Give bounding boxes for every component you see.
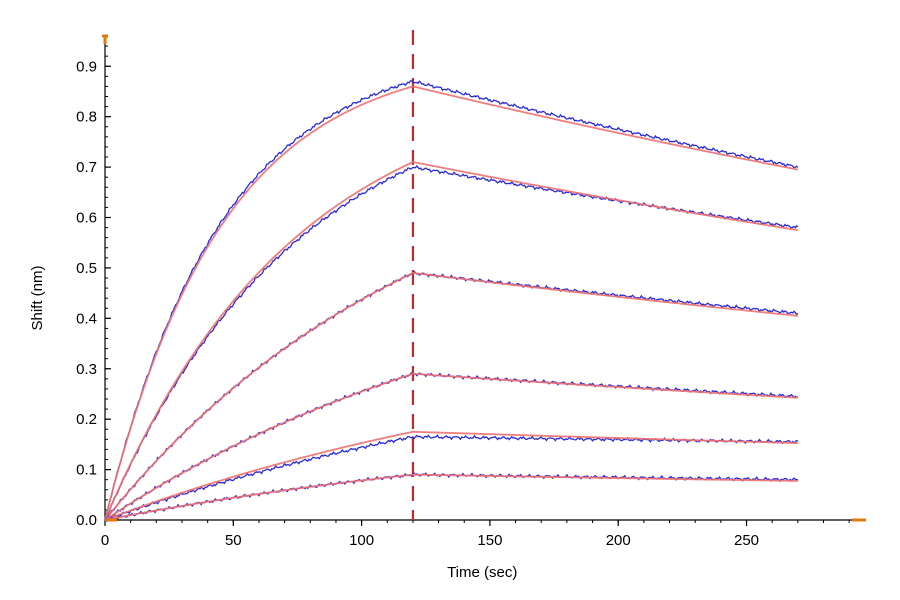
fit-curve bbox=[104, 85, 799, 521]
fit-curve bbox=[104, 473, 798, 521]
x-tick-label: 0 bbox=[101, 532, 109, 549]
y-tick-label: 0.1 bbox=[76, 462, 97, 479]
fit-curve bbox=[104, 272, 798, 521]
fit-curve bbox=[104, 161, 798, 521]
y-tick-label: 0.9 bbox=[76, 58, 97, 75]
measured-curve bbox=[104, 270, 799, 521]
measured-curve bbox=[104, 372, 799, 521]
x-tick-label: 150 bbox=[477, 532, 502, 549]
x-tick-label: 100 bbox=[349, 532, 374, 549]
x-tick-label: 50 bbox=[225, 532, 242, 549]
axis-end-markers bbox=[102, 34, 866, 522]
measured-curve bbox=[104, 80, 799, 521]
measured-curve bbox=[104, 434, 799, 522]
y-tick-label: 0.8 bbox=[76, 109, 97, 126]
fit-curve bbox=[104, 430, 798, 521]
y-tick-label: 0.5 bbox=[76, 260, 97, 277]
y-tick-label: 0.3 bbox=[76, 361, 97, 378]
measured-curve bbox=[104, 472, 799, 523]
x-tick-label: 250 bbox=[734, 532, 759, 549]
y-tick-label: 0.6 bbox=[76, 210, 97, 227]
fit-curve bbox=[104, 372, 798, 521]
y-tick-label: 0.4 bbox=[76, 310, 97, 327]
series-layer bbox=[104, 80, 799, 523]
y-tick-label: 0.2 bbox=[76, 411, 97, 428]
x-tick-label: 200 bbox=[606, 532, 631, 549]
axes bbox=[104, 36, 862, 521]
y-tick-label: 0.0 bbox=[76, 512, 97, 529]
y-tick-label: 0.7 bbox=[76, 159, 97, 176]
ticks: 0.0 0.1 0.2 0.3 0.4 0.5 0.6 0.7 0.8 0.9 0 50 100 150 2… bbox=[76, 35, 850, 549]
y-axis-title: Shift (nm) bbox=[29, 265, 46, 330]
measured-curve bbox=[104, 165, 799, 521]
x-axis-title: Time (sec) bbox=[447, 564, 517, 581]
